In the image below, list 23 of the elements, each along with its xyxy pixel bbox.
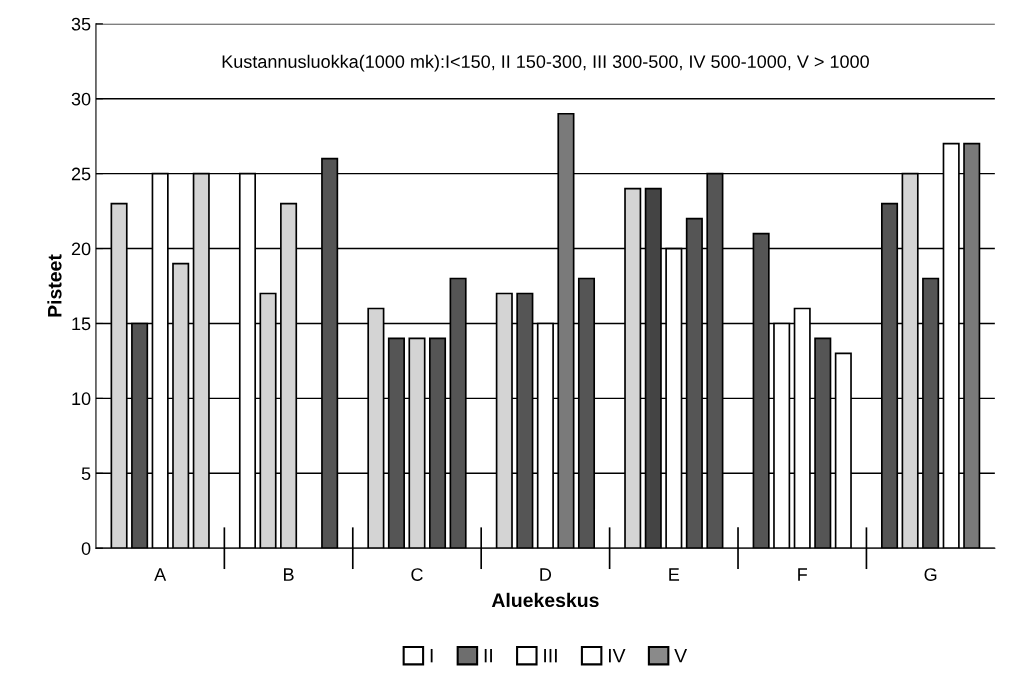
x-axis-title: Aluekeskus [491,592,599,608]
y-tick-label: 25 [71,167,91,181]
y-axis-title: Pisteet [47,254,62,317]
x-tick-label: G [924,568,937,581]
annotation: Kustannusluokka(1000 mk):I<150, II 150-300, III 300-500, IV 500-1000, V > 1000 [222,54,869,72]
x-tick-label: A [154,568,167,581]
legend-label: V [674,648,688,663]
y-tick-label: 30 [71,92,91,106]
y-tick-label: 0 [81,542,91,555]
y-tick-label: 5 [81,467,91,481]
y-tick-label: 10 [72,392,91,406]
legend-label: I [430,648,433,663]
x-tick-label: D [540,568,552,581]
x-tick-label: C [411,568,423,581]
y-tick-label: 20 [71,242,91,256]
x-tick-label: E [669,568,680,581]
legend-label: II [484,648,492,663]
x-tick-label: F [798,568,808,581]
y-tick-label: 15 [72,317,91,331]
legend-label: IV [608,648,626,663]
x-tick-label: B [284,568,294,581]
y-tick-label: 35 [71,17,91,31]
legend-label: III [544,648,557,663]
